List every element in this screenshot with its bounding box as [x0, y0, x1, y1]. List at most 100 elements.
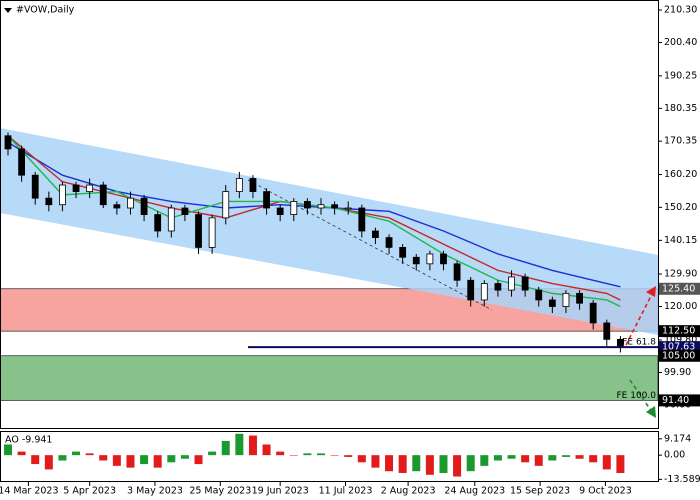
ao-bar	[72, 451, 81, 456]
candle-body	[399, 247, 407, 258]
ao-tick-label: -13.589	[664, 474, 700, 485]
candle-body	[603, 322, 611, 340]
level-box	[659, 325, 700, 338]
ao-bar	[548, 455, 557, 461]
candle-body	[317, 204, 325, 209]
ao-tick-label: 9.174	[664, 433, 691, 444]
ao-bar	[289, 455, 298, 456]
x-tick-label: 3 May 2023	[127, 486, 183, 497]
x-tick-label: 25 May 2023	[189, 486, 251, 497]
candle-body	[358, 207, 366, 232]
ao-bar	[248, 435, 257, 456]
candle-body	[18, 148, 26, 176]
x-tick-label: 2 Aug 2023	[381, 486, 436, 497]
candle-body	[344, 207, 352, 210]
y-tick-label: 170.35	[664, 136, 697, 147]
ao-bar	[480, 455, 489, 466]
ao-bar	[357, 455, 366, 463]
candle-body	[372, 230, 379, 238]
candle-body	[331, 204, 339, 209]
candle-body	[589, 302, 597, 324]
ao-tick-label: 0.00	[664, 450, 685, 461]
ao-bar	[112, 455, 121, 466]
ao-bar	[180, 455, 189, 459]
ao-bar	[221, 440, 230, 456]
y-tick-label: 210.30	[664, 5, 697, 16]
y-tick-label: 109.80	[664, 335, 697, 346]
ao-bar	[262, 444, 271, 456]
candle-body	[494, 283, 502, 291]
ao-bar	[453, 455, 462, 477]
candle-body	[235, 178, 243, 192]
y-tick-label: 120.00	[664, 301, 697, 312]
x-tick-label: 9 Oct 2023	[579, 486, 632, 497]
y-tick-label: 150.20	[664, 202, 697, 213]
candle-body	[4, 135, 12, 150]
up-arrow	[625, 291, 654, 346]
candle-body	[249, 178, 257, 192]
ao-bar	[208, 451, 217, 456]
y-tick-label: 129.90	[664, 269, 697, 280]
candle-body	[31, 174, 39, 199]
x-tick-label: 15 Sep 2023	[510, 486, 570, 497]
level-box	[659, 282, 700, 295]
ao-bar	[167, 455, 176, 463]
candle-body	[127, 197, 134, 209]
x-tick-label: 24 Aug 2023	[444, 486, 505, 497]
ao-bar	[616, 455, 625, 473]
y-tick-label: 190.25	[664, 70, 697, 81]
level-box	[659, 394, 700, 407]
ao-bar	[575, 455, 584, 459]
candle-body	[45, 197, 53, 206]
candle-body	[99, 184, 107, 206]
candle-body	[576, 292, 583, 304]
candle-body	[86, 184, 94, 192]
x-tick-label: 11 Jul 2023	[319, 486, 373, 497]
ao-bar	[507, 455, 516, 459]
candle-body	[154, 214, 162, 232]
candle-body	[616, 338, 624, 347]
y-tick-label: 99.90	[664, 367, 691, 378]
y-tick-label: 160.20	[664, 169, 697, 180]
candle-body	[59, 184, 66, 206]
y-tick-label: 140.15	[664, 235, 697, 246]
ao-bar	[412, 455, 421, 472]
level-box	[659, 349, 700, 362]
candle-body	[72, 184, 80, 192]
candle-body	[467, 279, 475, 301]
candle-body	[535, 289, 543, 301]
down-arrow-head	[646, 406, 656, 418]
candle-body	[508, 276, 515, 291]
ao-bar	[4, 444, 12, 456]
candle-body	[453, 263, 461, 281]
candle-body	[412, 256, 420, 265]
candle-body	[263, 191, 270, 209]
ao-bar	[398, 455, 407, 473]
ao-bar	[589, 455, 598, 463]
fe-label: FE 61.8	[622, 338, 656, 348]
ao-bar	[153, 455, 162, 468]
candle-body	[548, 299, 556, 307]
ao-bar	[466, 455, 475, 472]
x-tick-label: 19 Jun 2023	[252, 486, 309, 497]
up-arrow-head	[646, 286, 656, 297]
candle-body	[167, 207, 175, 232]
fe-label: FE 100.0	[617, 391, 657, 401]
ao-bar	[31, 455, 40, 465]
ao-bar	[425, 455, 434, 475]
candle-body	[480, 283, 488, 301]
ao-bar	[58, 455, 67, 461]
ao-bar	[344, 455, 353, 457]
level-label: 107.63	[662, 342, 695, 353]
level-label: 91.40	[662, 395, 689, 406]
ao-bar	[194, 455, 203, 465]
ao-bar	[17, 451, 26, 456]
ao-bar	[602, 455, 611, 470]
ao-bar	[85, 453, 94, 456]
y-tick-label: 200.40	[664, 37, 697, 48]
candle-body	[276, 207, 284, 215]
ao-bar	[317, 453, 325, 456]
x-tick-label: 14 Mar 2023	[0, 486, 59, 497]
main-frame	[0, 0, 659, 429]
ao-bar	[385, 455, 394, 472]
